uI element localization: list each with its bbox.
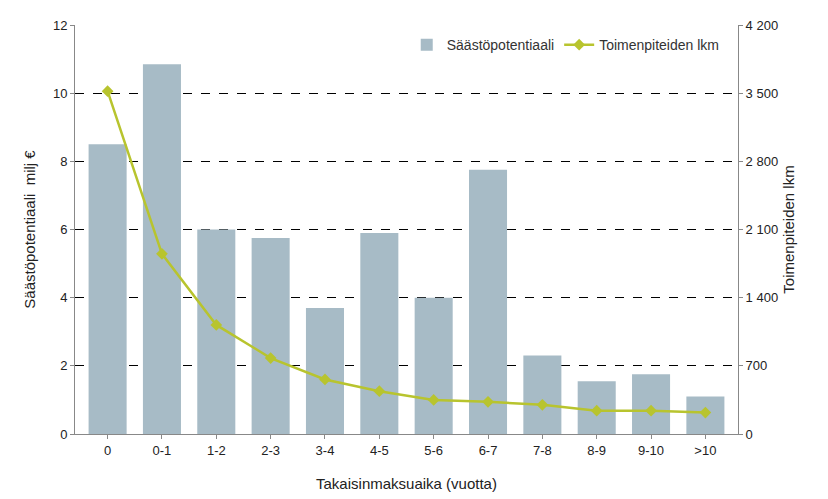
svg-text:4-5: 4-5 — [370, 443, 389, 458]
svg-text:2: 2 — [60, 358, 67, 373]
svg-text:0: 0 — [60, 427, 67, 442]
svg-text:1-2: 1-2 — [207, 443, 226, 458]
svg-text:7-8: 7-8 — [533, 443, 552, 458]
svg-text:0: 0 — [746, 427, 753, 442]
svg-text:3-4: 3-4 — [316, 443, 335, 458]
svg-text:8: 8 — [60, 154, 67, 169]
svg-text:0-1: 0-1 — [153, 443, 172, 458]
svg-text:700: 700 — [746, 358, 768, 373]
svg-text:3 500: 3 500 — [746, 86, 779, 101]
svg-text:5-6: 5-6 — [424, 443, 443, 458]
svg-text:2-3: 2-3 — [261, 443, 280, 458]
svg-text:4 200: 4 200 — [746, 18, 779, 33]
svg-text:6-7: 6-7 — [479, 443, 498, 458]
svg-text:8-9: 8-9 — [587, 443, 606, 458]
svg-text:Toimenpiteiden lkm: Toimenpiteiden lkm — [780, 165, 797, 293]
svg-text:Takaisinmaksuaika (vuotta): Takaisinmaksuaika (vuotta) — [316, 475, 497, 492]
svg-text:>10: >10 — [694, 443, 716, 458]
svg-text:2 800: 2 800 — [746, 154, 779, 169]
svg-text:1 400: 1 400 — [746, 290, 779, 305]
svg-text:9-10: 9-10 — [638, 443, 664, 458]
svg-text:Säästöpotentiaali milj €: Säästöpotentiaali milj € — [21, 150, 38, 309]
svg-text:Säästöpotentiaali: Säästöpotentiaali — [447, 37, 554, 53]
svg-text:6: 6 — [60, 222, 67, 237]
svg-text:4: 4 — [60, 290, 67, 305]
svg-text:12: 12 — [53, 18, 67, 33]
svg-text:Toimenpiteiden lkm: Toimenpiteiden lkm — [599, 37, 719, 53]
svg-text:10: 10 — [53, 86, 67, 101]
svg-text:0: 0 — [104, 443, 111, 458]
svg-text:2 100: 2 100 — [746, 222, 779, 237]
